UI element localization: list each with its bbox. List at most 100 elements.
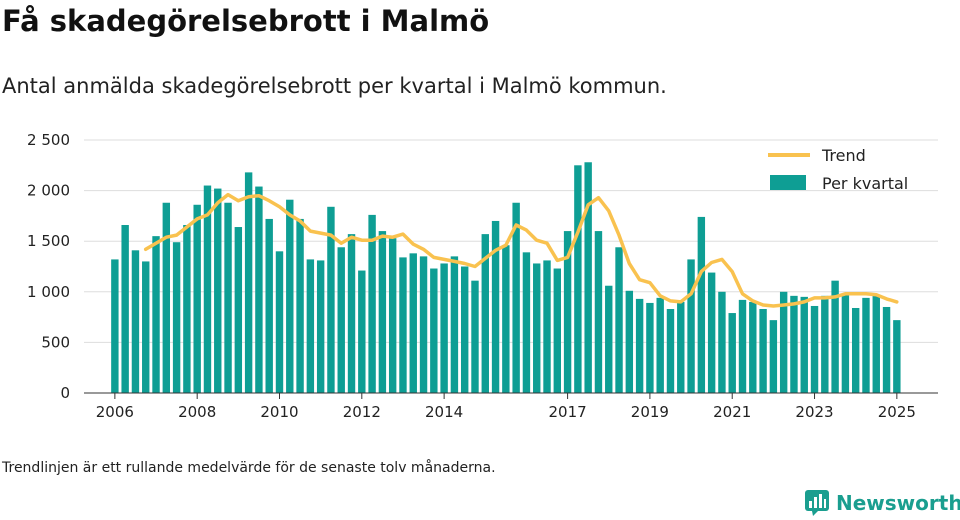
bar: [646, 302, 654, 393]
x-tick-label: 2023: [795, 403, 833, 421]
y-tick-label: 2 000: [27, 182, 70, 200]
brand-logo[interactable]: Newsworthy: [804, 488, 960, 518]
bar: [728, 313, 736, 393]
bar: [193, 204, 201, 393]
bar: [378, 231, 387, 393]
bar: [687, 259, 695, 393]
x-axis: 2006 2008 2010 2012 2014 2017 2019 2021 2023 2025: [84, 392, 938, 421]
x-tick-label: 2025: [878, 403, 916, 421]
bar: [111, 259, 119, 393]
bar: [862, 297, 870, 393]
bar: [615, 247, 623, 393]
bar: [831, 280, 839, 393]
legend-trend-label: Trend: [821, 146, 866, 165]
bar-line-chart: 0 500 1 000 1 500 2 000 2 500 2006 2008 2010 201…: [27, 131, 938, 421]
brand-name: Newsworthy: [836, 491, 960, 515]
bar: [769, 320, 778, 393]
legend-bar-swatch: [770, 175, 806, 190]
bar: [152, 236, 160, 393]
bar: [142, 261, 150, 393]
y-tick-label: 0: [60, 384, 70, 402]
trend-line: [143, 192, 899, 308]
y-tick-label: 1 500: [27, 232, 70, 250]
bar: [738, 299, 747, 393]
bar: [749, 301, 757, 393]
chart-subtitle: Antal anmälda skadegörelsebrott per kvar…: [2, 74, 667, 98]
bar: [347, 234, 356, 393]
chart-title: Få skadegörelsebrott i Malmö: [2, 4, 490, 38]
bar: [358, 270, 366, 393]
grid-lines: [84, 139, 938, 343]
x-tick-label: 2017: [548, 403, 586, 421]
bar: [594, 231, 603, 393]
bar: [316, 260, 325, 393]
bar: [512, 202, 520, 393]
bar: [183, 225, 191, 393]
bar: [759, 309, 767, 393]
bar: [718, 291, 726, 393]
bar: [430, 268, 438, 393]
bar: [635, 298, 644, 393]
bar: [893, 320, 901, 393]
bar: [306, 259, 315, 393]
quarterly-bars: [111, 162, 901, 393]
bar: [543, 260, 551, 393]
bar: [491, 220, 500, 393]
bar: [234, 227, 243, 393]
bar: [522, 252, 531, 393]
newsworthy-logo-icon: [805, 490, 829, 516]
bar: [450, 256, 459, 393]
y-tick-label: 500: [41, 333, 70, 351]
bar: [779, 291, 788, 393]
bar: [841, 294, 850, 393]
bar: [327, 206, 335, 393]
bar: [563, 231, 572, 393]
bar: [440, 263, 448, 393]
bar: [677, 301, 685, 393]
bar: [255, 186, 263, 393]
bar: [625, 290, 634, 393]
x-tick-label: 2014: [425, 403, 463, 421]
trend-line-group: [143, 192, 899, 308]
bar: [224, 202, 232, 393]
bar: [388, 238, 397, 393]
y-axis-ticks: 0 500 1 000 1 500 2 000 2 500: [27, 131, 70, 402]
bar: [481, 234, 489, 393]
bar: [296, 218, 304, 393]
legend: Trend Per kvartal: [768, 146, 908, 193]
x-tick-label: 2019: [631, 403, 669, 421]
bar: [286, 199, 294, 393]
bar: [275, 251, 284, 393]
footnote: Trendlinjen är ett rullande medelvärde f…: [2, 460, 496, 476]
bar: [800, 296, 808, 393]
bar: [584, 162, 592, 393]
bar: [399, 257, 407, 393]
bar: [172, 242, 181, 393]
x-tick-label: 2012: [343, 403, 381, 421]
legend-bar-label: Per kvartal: [822, 174, 908, 193]
bar: [666, 309, 675, 393]
bar: [409, 253, 417, 393]
bar: [214, 188, 222, 393]
bar: [605, 285, 613, 393]
bar: [244, 172, 253, 393]
bar: [697, 216, 706, 393]
bar: [821, 295, 829, 393]
x-tick-label: 2021: [713, 403, 751, 421]
bar: [368, 214, 376, 393]
x-tick-label: 2008: [178, 403, 216, 421]
x-tick-label: 2006: [96, 403, 134, 421]
bar: [656, 297, 664, 393]
bar: [533, 263, 541, 393]
bar: [707, 272, 716, 393]
bar: [882, 306, 891, 393]
bar: [810, 305, 819, 393]
bar: [162, 202, 171, 393]
bar: [553, 268, 562, 393]
bar: [574, 165, 582, 393]
bar: [460, 266, 469, 393]
y-tick-label: 1 000: [27, 283, 70, 301]
bar: [203, 185, 212, 393]
bar: [131, 250, 140, 393]
bar: [872, 294, 880, 393]
